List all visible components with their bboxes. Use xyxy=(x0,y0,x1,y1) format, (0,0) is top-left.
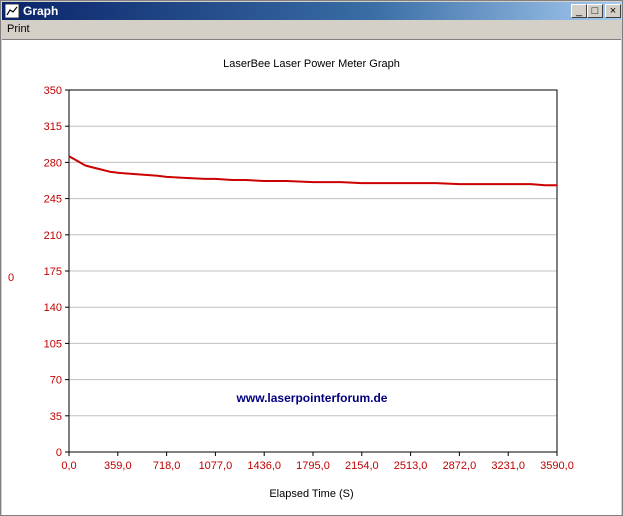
window-title: Graph xyxy=(23,4,59,18)
menu-bar: Print xyxy=(2,21,621,39)
x-tick-label: 1436,0 xyxy=(247,460,281,472)
y-tick-label: 210 xyxy=(44,230,62,242)
series-line xyxy=(68,155,557,187)
y-tick-label: 245 xyxy=(44,194,62,206)
close-button[interactable]: × xyxy=(605,4,621,18)
y-axis-label: 0 xyxy=(8,272,15,284)
x-tick-label: 2872,0 xyxy=(443,460,477,472)
y-tick-label: 105 xyxy=(44,338,62,350)
plot-frame xyxy=(68,89,558,453)
x-tick-label: 359,0 xyxy=(104,460,132,472)
x-tick-label: 1795,0 xyxy=(296,460,330,472)
x-tick-label: 0,0 xyxy=(61,460,76,472)
chart-area: LaserBee Laser Power Meter Graph 0 35 70 10… xyxy=(2,39,621,515)
title-bar[interactable]: Graph _ □ × xyxy=(2,2,621,20)
y-tick-label: 35 xyxy=(50,411,62,423)
x-tick-label: 718,0 xyxy=(153,460,181,472)
minimize-button[interactable]: _ xyxy=(571,4,587,18)
maximize-button[interactable]: □ xyxy=(587,4,603,18)
chart-title: LaserBee Laser Power Meter Graph xyxy=(223,58,400,70)
y-tick-label: 0 xyxy=(56,447,62,459)
x-tick-label: 3231,0 xyxy=(491,460,525,472)
y-tick-label: 70 xyxy=(50,375,62,387)
x-tick-label: 2513,0 xyxy=(394,460,428,472)
x-tick-label: 3590,0 xyxy=(540,460,574,472)
graph-app-icon xyxy=(5,4,19,18)
x-axis-label: Elapsed Time (S) xyxy=(269,488,354,500)
y-tick-label: 175 xyxy=(44,266,62,278)
menu-item-print[interactable]: Print xyxy=(7,23,30,35)
y-tick-label: 140 xyxy=(44,302,62,314)
chart-plot: 0 35 70 105 140 175 210 245 280 315 350 0,0 359,0 718… xyxy=(44,85,574,472)
x-tick-label: 1077,0 xyxy=(199,460,233,472)
x-tick-label: 2154,0 xyxy=(345,460,379,472)
y-tick-label: 315 xyxy=(44,121,62,133)
y-tick-label: 280 xyxy=(44,157,62,169)
y-tick-label: 350 xyxy=(44,85,62,97)
watermark-text: www.laserpointerforum.de xyxy=(236,391,388,405)
